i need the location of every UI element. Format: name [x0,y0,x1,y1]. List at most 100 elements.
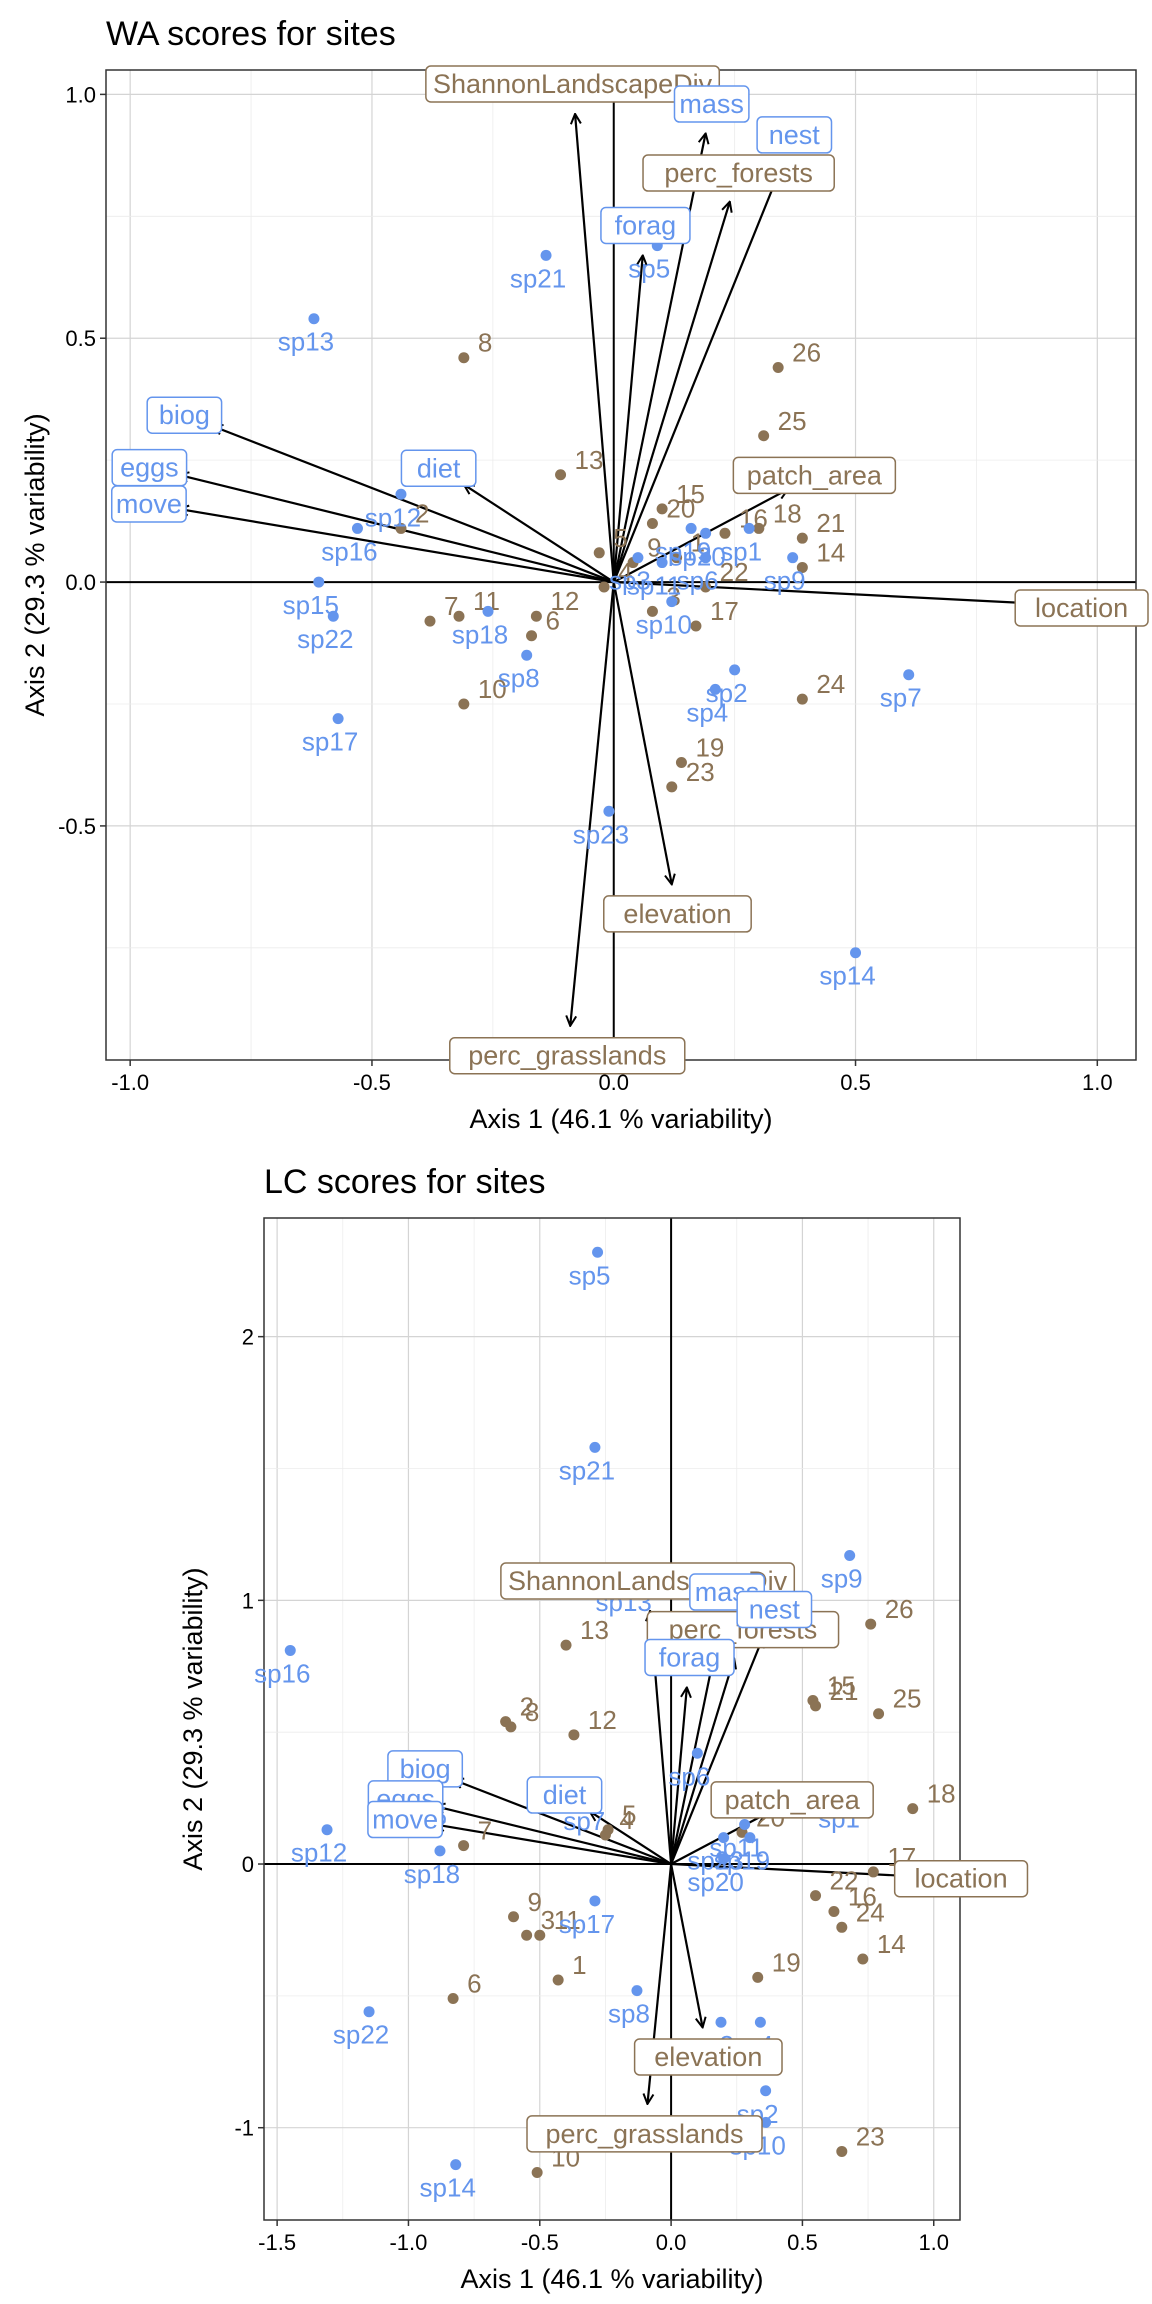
site-label: 8 [525,1697,539,1727]
species-point [666,596,678,608]
species-point [434,1845,446,1857]
site-point [395,522,407,534]
species-label: sp14 [819,961,875,991]
site-label: 5 [613,523,627,553]
x-tick-label: -1.0 [389,2230,427,2255]
site-point [752,1971,764,1983]
site-point [555,469,567,481]
diet-label-box [400,449,477,488]
site-point [675,757,687,769]
species-point [321,1824,333,1836]
site-label: 22 [830,1866,859,1896]
site-label: 14 [816,537,845,567]
site-point [521,1929,533,1941]
species-label: sp22 [333,2020,389,2050]
site-label: 12 [588,1705,617,1735]
site-point [700,581,712,593]
species-label: sp8 [498,663,540,693]
eggs-label: eggs [120,453,179,483]
forag-label: forag [615,210,677,240]
species-point [395,488,407,500]
perc_forests-label-box [642,154,835,192]
site-point [534,1929,546,1941]
forag-label-box [600,206,691,245]
site-point [828,1905,840,1917]
patch_area-label: patch_area [725,1785,861,1815]
site-point [560,1639,572,1651]
y-tick-label: 0.5 [65,326,96,351]
species-label: sp22 [297,624,353,654]
mass-label: mass [679,89,744,119]
species-point [729,664,741,676]
site-label: 23 [686,757,715,787]
site-point [836,2145,848,2157]
elevation-label-box [633,2038,783,2076]
species-label: sp17 [559,1909,615,1939]
site-label: 23 [856,2121,885,2151]
species-point [691,1747,703,1759]
move-label: move [116,489,182,519]
site-label: 10 [478,674,507,704]
species-point [540,249,552,261]
site-point [593,547,605,559]
species-label: sp20 [669,541,725,571]
biog-label: biog [159,400,210,430]
nest-label-box [756,116,833,154]
elevation-label-box [603,895,752,933]
site-label: 5 [622,1800,636,1830]
species-label: sp13 [278,327,334,357]
site-label: 4 [619,1805,633,1835]
elevation-label: elevation [654,2042,762,2072]
site-point [458,1840,470,1852]
species-point [715,2016,727,2028]
site-point [796,693,808,705]
x-tick-label: 0.5 [787,2230,818,2255]
species-point [700,527,712,539]
nest-vector-arrow [612,163,783,583]
site-point [646,518,658,530]
species-label: sp18 [404,1859,460,1889]
site-label: 22 [720,557,749,587]
species-point [844,1550,856,1562]
species-label: sp9 [764,566,806,596]
biog-label-box [146,396,223,434]
species-label: sp6 [677,566,719,596]
species-point [589,1895,601,1907]
site-point [671,552,683,564]
species-label: sp21 [559,1455,615,1485]
site-label: 24 [856,1897,885,1927]
species-label: sp1 [720,536,762,566]
perc_forests-vector-arrow [612,202,730,583]
site-point [719,527,731,539]
species-label: sp9 [821,1564,863,1594]
species-point [332,713,344,725]
species-point [521,649,533,661]
plot-frame [263,1217,961,2221]
species-point [903,669,915,681]
site-point [531,2167,543,2179]
x-tick-label: 1.0 [918,2230,949,2255]
site-label: 2 [520,1692,534,1722]
mass-label-box [673,85,750,123]
move-label: move [372,1805,438,1835]
y-tick-label: 1.0 [65,82,96,107]
ShannonLandscapeDiv-label-box [425,65,721,103]
species-label: sp14 [420,2173,476,2203]
location-label: location [915,1864,1008,1894]
site-point [458,698,470,710]
x-axis-label: Axis 1 (46.1 % variability) [469,1104,772,1134]
chart-title: WA scores for sites [106,15,396,53]
site-label: 20 [666,494,695,524]
move-vector-arrow [435,1824,672,1866]
location-label-box [1014,589,1149,627]
eggs-vector-arrow [435,1806,672,1866]
site-point [758,430,770,442]
site-label: 15 [676,479,705,509]
site-label: 16 [848,1881,877,1911]
site-label: 26 [885,1594,914,1624]
site-label: 25 [893,1684,922,1714]
species-label: sp4 [686,697,728,727]
move-vector-arrow [179,509,614,584]
site-point [508,1911,520,1923]
site-label: 8 [478,328,492,358]
